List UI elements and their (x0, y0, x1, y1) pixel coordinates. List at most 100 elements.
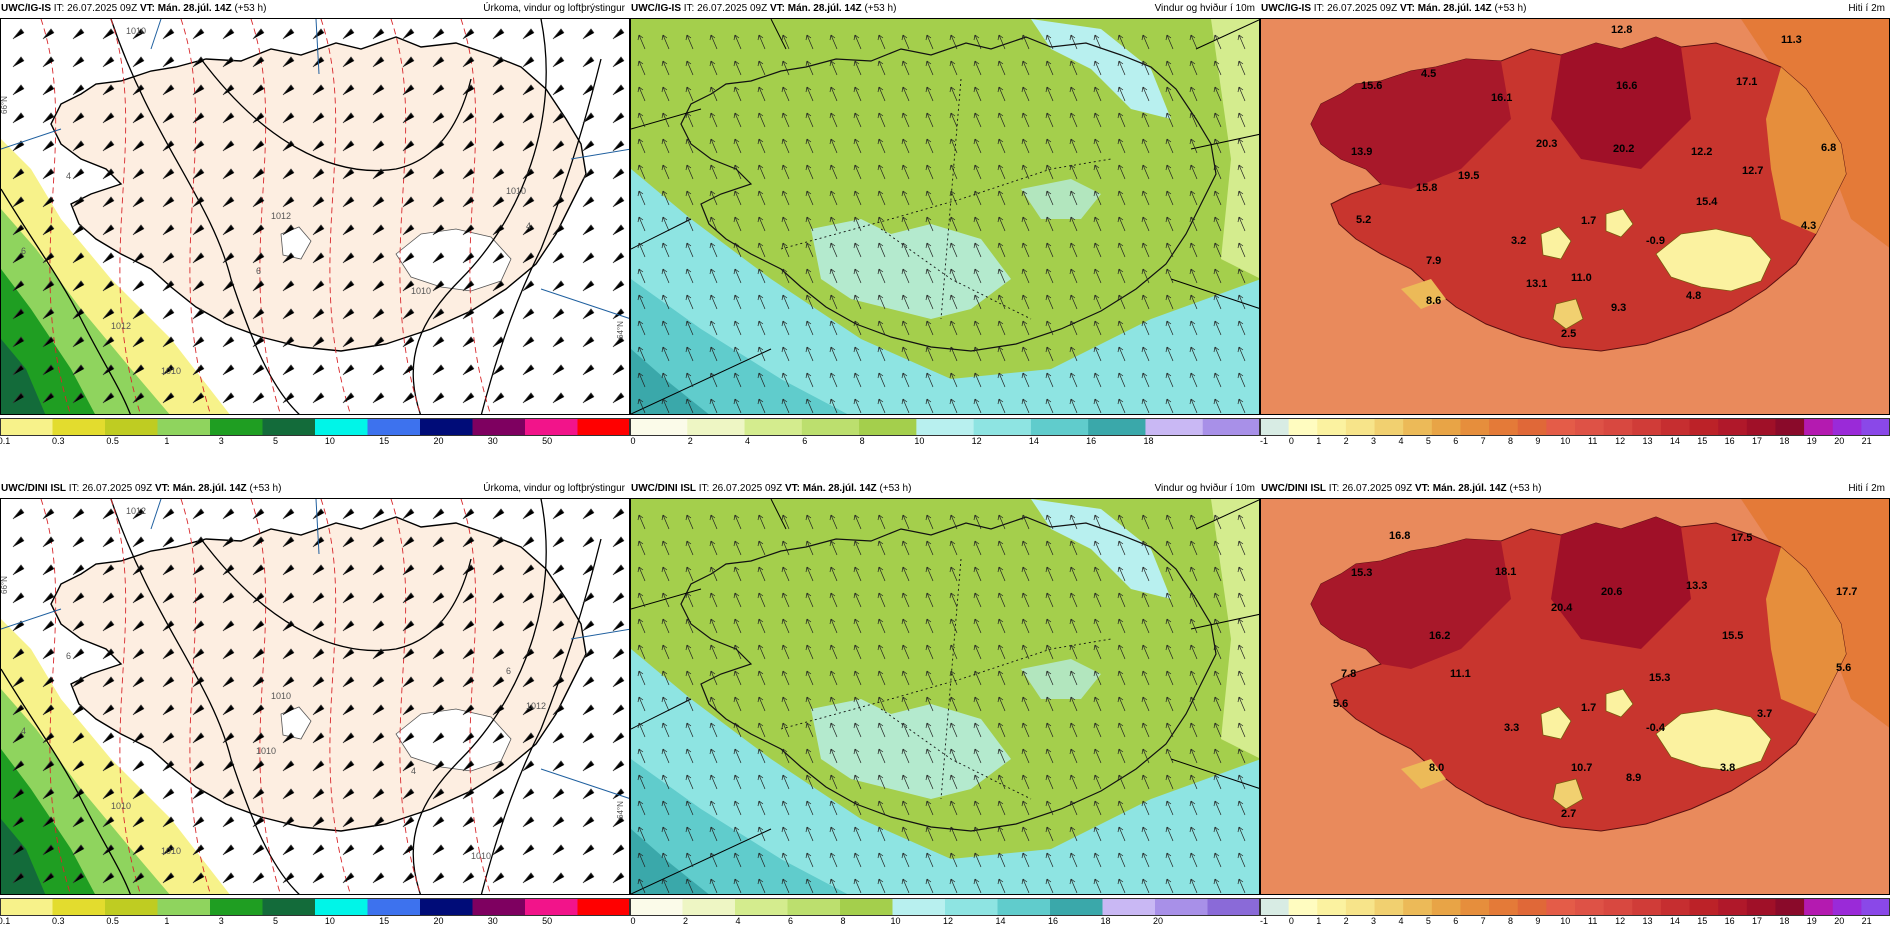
temperature-value: 3.2 (1511, 235, 1526, 247)
precip-colorbar (0, 418, 631, 436)
temperature-value: 15.8 (1416, 182, 1437, 194)
colorbar-tick-label: 21 (1861, 916, 1872, 926)
panel-ig-temp: UWC/IG-IS IT: 26.07.2025 09Z VT: Mán. 28… (1260, 0, 1891, 465)
colorbar-tick-label: 16 (1724, 916, 1735, 926)
contour-label: 1012 (111, 321, 131, 331)
temperature-value: -0.4 (1646, 722, 1666, 734)
wind-colorbar-swatch (1050, 898, 1103, 916)
glacier-cold (1655, 228, 1772, 292)
wind-sea-strongest (631, 829, 709, 894)
temperature-value: 7.9 (1426, 255, 1441, 267)
sea-area-cooler (1741, 19, 1889, 248)
wind-area-highland (1021, 659, 1101, 699)
wind-colorbar-swatch (840, 898, 893, 916)
colorbar-tick-label: 2 (682, 916, 689, 926)
colorbar-tick-label: 16 (1086, 436, 1097, 446)
precip-colorbar-swatch (367, 898, 421, 916)
panel-header: UWC/DINI ISL IT: 26.07.2025 09Z VT: Mán.… (1261, 483, 1887, 497)
panel-ig-precip: UWC/IG-IS IT: 26.07.2025 09Z VT: Mán. 28… (0, 0, 631, 465)
wind-colorbar-swatch (735, 898, 788, 916)
temperature-value: 15.5 (1722, 630, 1743, 642)
temp-colorbar-swatch (1718, 898, 1748, 916)
temperature-value: 4.5 (1421, 68, 1436, 80)
temperature-value: 10.7 (1571, 762, 1592, 774)
wind-colorbar-swatch (1145, 418, 1204, 436)
contour-label: 6 (506, 666, 511, 676)
temperature-value: 18.1 (1495, 566, 1516, 578)
colorbar-tick-label: 50 (542, 916, 553, 926)
temp-colorbar-swatch (1403, 898, 1433, 916)
wind-colorbar-swatch (1207, 898, 1261, 916)
temp-colorbar-swatch (1260, 418, 1290, 436)
contour-label: 1010 (271, 691, 291, 701)
temperature-value: 1.7 (1581, 215, 1596, 227)
precip-colorbar-swatch (105, 418, 158, 436)
temperature-value: 3.7 (1757, 708, 1772, 720)
precip-colorbar-ticks: 0.1 0.3 0.5 1 3 5 10 15 20 30 50 (0, 916, 630, 930)
cool-area-west (1401, 279, 1446, 309)
colorbar-tick-label: 7 (1480, 436, 1486, 446)
lead-time: (+53 h) (879, 483, 912, 494)
init-time: IT: 26.07.2025 09Z (698, 483, 783, 494)
colorbar-tick-label: 12 (1615, 436, 1626, 446)
precip-colorbar-swatch (52, 898, 106, 916)
valid-time: VT: Mán. 28.júl. 14Z (139, 3, 232, 14)
colorbar-tick-label: 21 (1861, 436, 1872, 446)
precip-colorbar-swatch (472, 898, 526, 916)
temp-colorbar-swatch (1575, 418, 1605, 436)
temp-colorbar-swatch (1832, 418, 1862, 436)
colorbar-tick-label: 0.5 (106, 916, 119, 926)
temperature-value: 16.1 (1491, 92, 1512, 104)
init-time: IT: 26.07.2025 09Z (1313, 3, 1398, 14)
temp-colorbar-ticks: -1 0 1 2 3 4 5 6 7 8 9 10 11 12 13 14 15 16 17 18 19 20 21 (1260, 436, 1890, 450)
wind-sea-stronger (631, 279, 848, 414)
temp-colorbar-swatch (1288, 898, 1318, 916)
latitude-label: 64°N (616, 321, 625, 339)
temp-colorbar-swatch (1345, 418, 1376, 436)
wind-colorbar-swatch (687, 418, 746, 436)
colorbar-tick-label: 19 (1806, 916, 1817, 926)
precip-colorbar-ticks: 0.1 0.3 0.5 1 3 5 10 15 20 30 50 (0, 436, 630, 450)
temperature-value: 6.8 (1821, 142, 1836, 154)
colorbar-tick-label: 15 (1697, 916, 1708, 926)
colorbar-tick-label: 9 (1535, 916, 1541, 926)
colorbar-tick-label: 17 (1752, 436, 1763, 446)
temperature-value: -0.9 (1646, 235, 1665, 247)
temp-colorbar-swatch (1260, 898, 1290, 916)
wind-colorbar-frame (630, 898, 1260, 916)
colorbar-tick-label: 16 (1724, 436, 1735, 446)
colorbar-tick-label: 13 (1642, 916, 1653, 926)
temp-colorbar-swatch (1689, 898, 1719, 916)
colorbar-tick-label: 14 (1028, 436, 1039, 446)
temp-colorbar-swatch (1775, 898, 1805, 916)
contour-label: 6 (21, 246, 26, 256)
precip-colorbar-swatch (157, 898, 211, 916)
panel-title: Úrkoma, vindur og loftþrýstingur (483, 3, 625, 14)
colorbar-tick-label: 11 (1588, 436, 1598, 446)
temperature-value: 20.4 (1551, 602, 1573, 614)
temperature-value: 11.3 (1781, 34, 1802, 46)
temperature-value: 13.9 (1351, 146, 1372, 158)
wind-colorbar-swatch (1202, 418, 1261, 436)
colorbar-tick-label: 2 (1343, 436, 1349, 446)
colorbar-tick-label: 0 (1288, 916, 1294, 926)
temperature-value: 17.5 (1731, 532, 1752, 544)
colorbar-tick-label: 5 (273, 916, 279, 926)
init-time: IT: 26.07.2025 09Z (53, 3, 138, 14)
wind-area-highland (811, 699, 1011, 799)
panel-header: UWC/IG-IS IT: 26.07.2025 09Z VT: Mán. 28… (631, 3, 1257, 17)
wind-colorbar-swatch (997, 898, 1051, 916)
wind-colorbar-swatch (892, 898, 946, 916)
valid-time: VT: Mán. 28.júl. 14Z (154, 483, 247, 494)
wind-colorbar-swatch (682, 898, 736, 916)
precip-colorbar-swatch (0, 418, 53, 436)
wind-area-northeast (1031, 499, 1171, 599)
colorbar-tick-label: 20 (1152, 916, 1164, 926)
glacier-cold (1552, 298, 1584, 330)
temp-colorbar-frame (1260, 418, 1890, 436)
colorbar-tick-label: 2 (687, 436, 693, 446)
temp-colorbar-ticks: -1 0 1 2 3 4 5 6 7 8 9 10 11 12 13 14 15 16 17 18 19 20 21 (1260, 916, 1890, 930)
temp-colorbar-swatch (1603, 898, 1633, 916)
colorbar-tick-label: 3 (218, 916, 224, 926)
temperature-value: 8.0 (1429, 762, 1444, 774)
